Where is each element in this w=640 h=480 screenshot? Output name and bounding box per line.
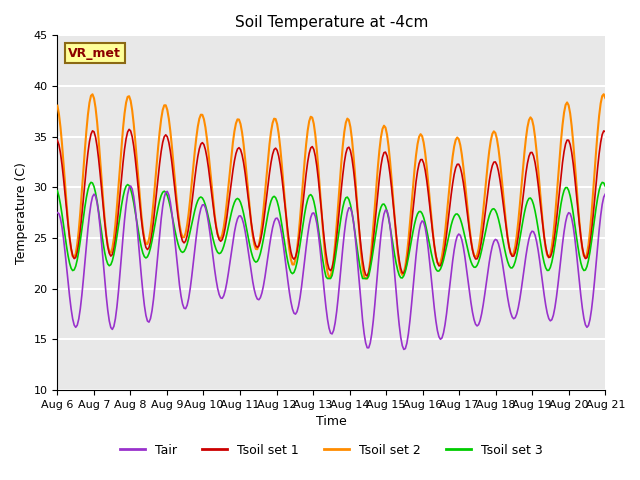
X-axis label: Time: Time [316, 415, 347, 428]
Legend: Tair, Tsoil set 1, Tsoil set 2, Tsoil set 3: Tair, Tsoil set 1, Tsoil set 2, Tsoil se… [115, 439, 547, 462]
Title: Soil Temperature at -4cm: Soil Temperature at -4cm [235, 15, 428, 30]
Y-axis label: Temperature (C): Temperature (C) [15, 162, 28, 264]
Text: VR_met: VR_met [68, 47, 121, 60]
